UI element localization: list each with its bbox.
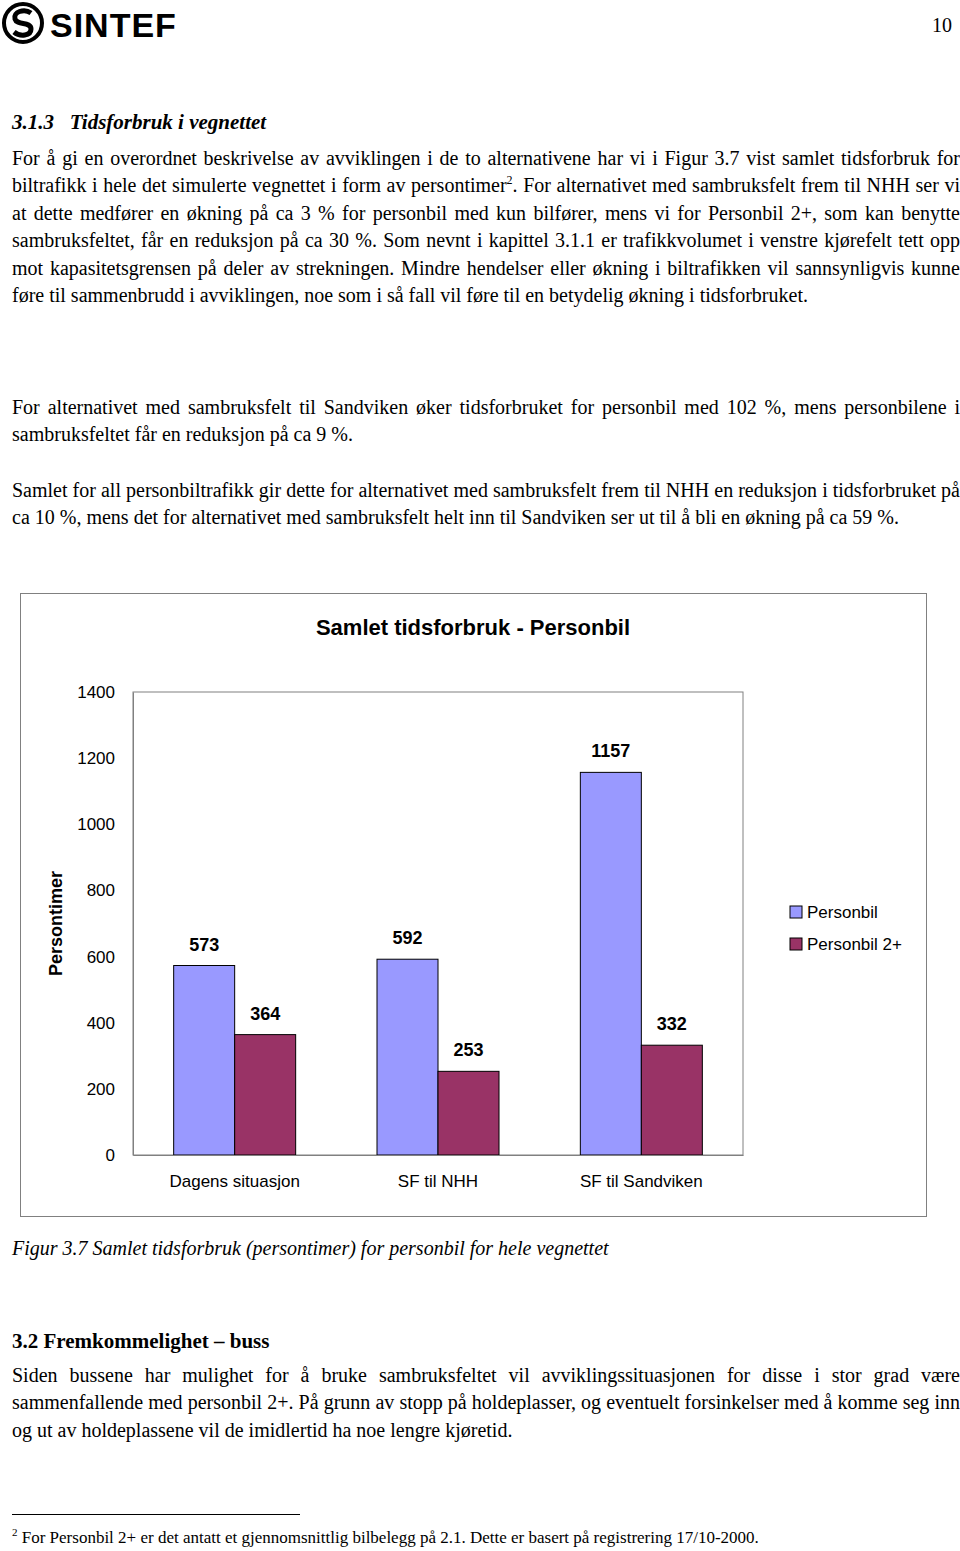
tick-label: SF til NHH [398, 1172, 478, 1191]
footnote-ref: 2 [507, 174, 513, 188]
legend-swatch [790, 938, 802, 950]
bar [438, 1071, 499, 1155]
bar [235, 1035, 296, 1155]
data-label: 592 [392, 928, 422, 948]
paragraph: For å gi en overordnet beskrivelse av av… [12, 145, 960, 309]
tick: 800 [87, 881, 133, 900]
logo-swirl [14, 11, 31, 35]
tick-label: 400 [87, 1014, 115, 1033]
space [18, 1528, 22, 1547]
legend-entry: Personbil 2+ [807, 935, 902, 954]
axis-line [134, 1155, 744, 1156]
y-axis: 0 200 400 600 800 1000 1200 1400 [77, 683, 133, 1165]
footnote-number: 2 [12, 1526, 18, 1538]
tick: Dagens situasjon [169, 1155, 299, 1191]
logo-ring [4, 4, 42, 42]
section-heading: 3.2 Fremkommelighet – buss [12, 1329, 269, 1354]
tick-label: 600 [87, 948, 115, 967]
legend-box [780, 893, 926, 955]
plot-area [133, 692, 743, 1155]
tick: 1000 [77, 815, 133, 834]
bars [174, 772, 703, 1155]
paragraph: Siden bussene har mulighet for å bruke s… [12, 1362, 960, 1444]
section-heading: 3.1.3 Tidsforbruk i vegnettet [12, 110, 266, 135]
tick-label: Dagens situasjon [169, 1172, 299, 1191]
tick: 200 [87, 1080, 133, 1099]
tick: 600 [87, 948, 133, 967]
tick: SF til NHH [398, 1155, 478, 1191]
legend: Personbil Personbil 2+ [780, 893, 926, 955]
footnote-text: For Personbil 2+ er det antatt et gjenno… [22, 1528, 759, 1547]
paragraph: Samlet for all personbiltrafikk gir dett… [12, 477, 960, 532]
tick: 0 [106, 1146, 133, 1165]
chart-frame [21, 594, 927, 1217]
page-number: 10 [932, 14, 952, 37]
chart-title: Samlet tidsforbruk - Personbil [316, 615, 630, 640]
tick: 400 [87, 1014, 133, 1033]
bar [580, 772, 641, 1155]
tick-label: 1200 [77, 749, 115, 768]
tick: 1200 [77, 749, 133, 768]
axis-title: Persontimer [46, 871, 66, 976]
data-label: 253 [453, 1040, 483, 1060]
legend-swatch [790, 906, 802, 918]
data-label: 1157 [591, 741, 630, 761]
logo: SINTEF [0, 0, 260, 50]
chart: Samlet tidsforbruk - Personbil 573 592 1157… [20, 593, 927, 1217]
figure-caption: Figur 3.7 Samlet tidsforbruk (persontime… [12, 1237, 609, 1260]
tick-label: 1400 [77, 683, 115, 702]
data-label: 332 [657, 1014, 687, 1034]
bar [641, 1045, 702, 1155]
tick-label: 800 [87, 881, 115, 900]
data-labels: 573 592 1157 364 253 332 [189, 741, 687, 1060]
footnote-rule [12, 1514, 300, 1515]
logo-text: SINTEF [50, 6, 177, 44]
bar [174, 966, 235, 1155]
tick-label: 0 [106, 1146, 115, 1165]
tick-label: SF til Sandviken [580, 1172, 703, 1191]
paragraph-text: For alternativet med sambruksfelt til Sa… [12, 396, 960, 445]
data-label: 364 [250, 1004, 280, 1024]
footnote: 2 For Personbil 2+ er det antatt et gjen… [12, 1526, 759, 1548]
legend-entry: Personbil [807, 903, 878, 922]
axis-line [133, 693, 134, 1156]
tick-label: 200 [87, 1080, 115, 1099]
data-label: 573 [189, 935, 219, 955]
tick: SF til Sandviken [580, 1155, 703, 1191]
paragraph-text: Samlet for all personbiltrafikk gir dett… [12, 479, 960, 528]
x-axis: Dagens situasjon SF til NHH SF til Sandvik… [134, 1155, 744, 1191]
bar [377, 959, 438, 1155]
paragraph: For alternativet med sambruksfelt til Sa… [12, 394, 960, 449]
tick-label: 1000 [77, 815, 115, 834]
tick: 1400 [77, 683, 133, 702]
